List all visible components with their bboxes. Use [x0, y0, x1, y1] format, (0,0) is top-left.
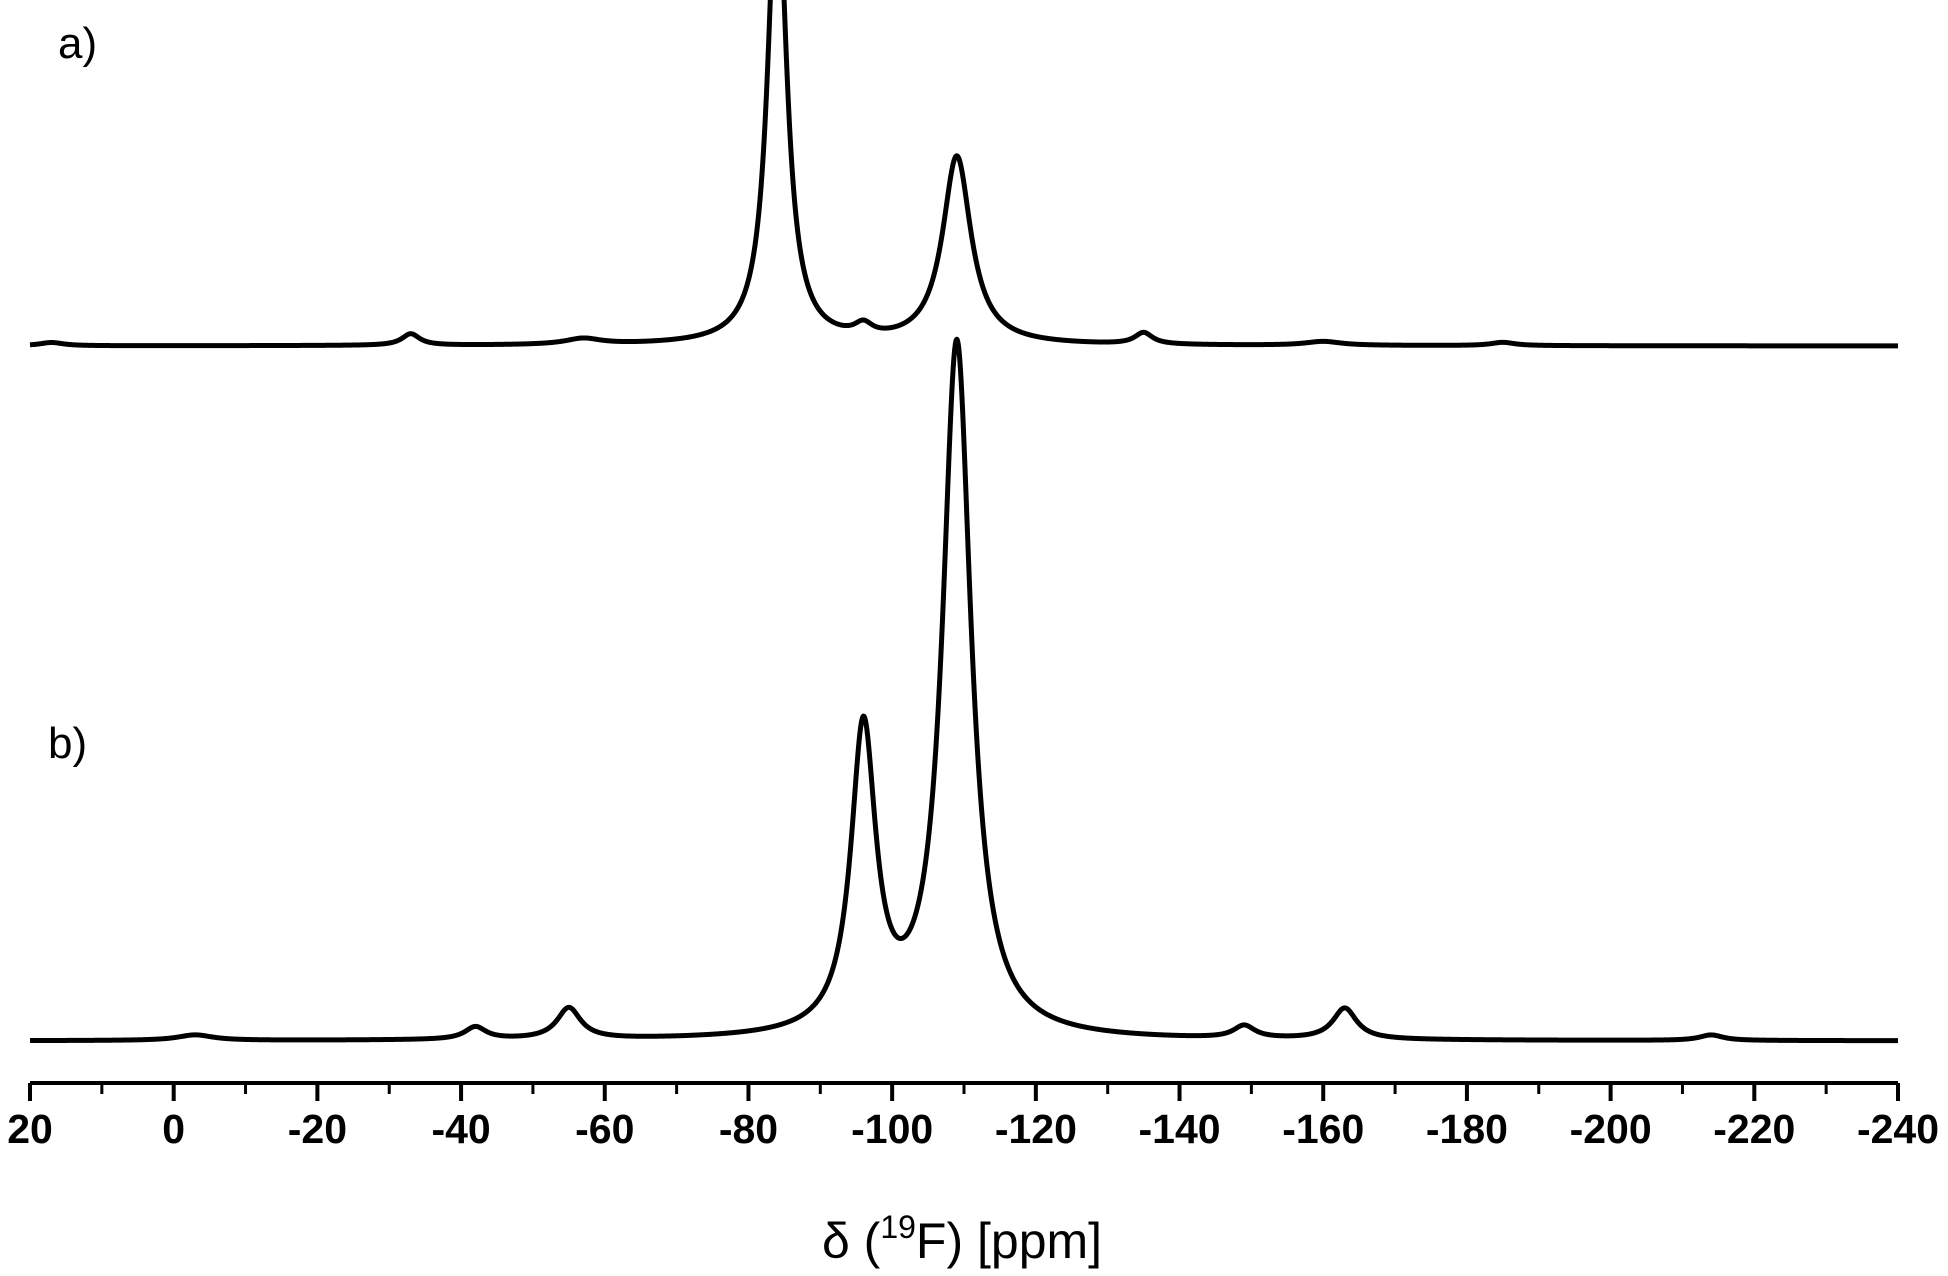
x-tick-label: 0: [162, 1106, 185, 1152]
x-tick-label: -200: [1570, 1106, 1652, 1152]
x-tick-label: -20: [288, 1106, 347, 1152]
x-tick-labels: 20 0 -20 -40 -60 -80 -100 -120 -140 -160 -180 -200 -…: [7, 1106, 1939, 1152]
x-axis-title-prefix: δ (: [822, 1213, 881, 1269]
panel-labels: a) b): [48, 19, 97, 768]
x-tick-label: -220: [1713, 1106, 1795, 1152]
x-tick-label: -80: [719, 1106, 778, 1152]
panel-label-b: b): [48, 719, 87, 768]
spectrum-trace-b: [28, 336, 1900, 1044]
x-tick-label: 20: [7, 1106, 53, 1152]
x-axis: 20 0 -20 -40 -60 -80 -100 -120 -140 -160 -180 -200 -…: [7, 1081, 1939, 1152]
x-tick-label: -180: [1426, 1106, 1508, 1152]
x-tick-label: -140: [1139, 1106, 1221, 1152]
panel-label-a: a): [58, 19, 97, 68]
x-tick-label: -120: [995, 1106, 1077, 1152]
x-tick-label: -100: [851, 1106, 933, 1152]
x-tick-label: -40: [431, 1106, 490, 1152]
x-axis-title: δ (19F) [ppm]: [822, 1209, 1102, 1269]
x-tick-label: -240: [1857, 1106, 1939, 1152]
x-axis-title-suffix: F) [ppm]: [916, 1213, 1102, 1269]
spectrum-traces: [28, 0, 1900, 1044]
spectrum-trace-a: [28, 0, 1900, 349]
x-ticks: [28, 1083, 1900, 1101]
x-tick-label: -160: [1282, 1106, 1364, 1152]
x-tick-label: -60: [575, 1106, 634, 1152]
x-axis-title-superscript: 19: [880, 1209, 916, 1245]
